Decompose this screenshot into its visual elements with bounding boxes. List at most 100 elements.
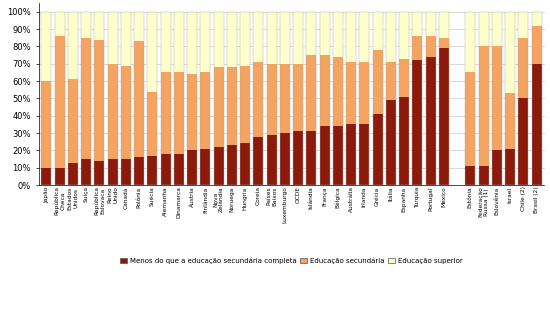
Bar xyxy=(214,67,224,147)
Bar xyxy=(240,12,250,185)
Bar xyxy=(41,168,51,185)
Bar xyxy=(214,12,224,185)
Bar xyxy=(359,12,369,185)
Bar xyxy=(187,12,197,74)
Bar xyxy=(68,162,78,185)
Bar xyxy=(68,12,78,185)
Bar xyxy=(200,149,210,185)
Bar xyxy=(532,12,542,185)
Bar xyxy=(386,12,396,62)
Bar xyxy=(373,50,383,114)
Bar xyxy=(505,12,515,185)
Bar xyxy=(505,149,515,185)
Bar xyxy=(412,60,422,185)
Bar xyxy=(121,12,131,65)
Bar xyxy=(121,12,131,185)
Bar xyxy=(320,12,329,185)
Bar xyxy=(532,12,542,26)
Bar xyxy=(293,12,303,185)
Bar xyxy=(465,12,475,72)
Bar xyxy=(359,124,369,185)
Bar xyxy=(134,41,144,157)
Bar xyxy=(161,12,170,185)
Bar xyxy=(161,154,170,185)
Bar xyxy=(399,97,409,185)
Bar xyxy=(478,47,488,166)
Bar xyxy=(240,12,250,65)
Bar xyxy=(465,12,475,185)
Bar xyxy=(254,12,263,62)
Bar xyxy=(293,64,303,131)
Bar xyxy=(81,12,91,38)
Bar xyxy=(267,64,277,135)
Bar xyxy=(254,62,263,137)
Bar xyxy=(386,62,396,100)
Bar xyxy=(478,12,488,185)
Bar xyxy=(492,12,502,185)
Bar xyxy=(227,67,237,145)
Bar xyxy=(81,38,91,159)
Bar xyxy=(187,12,197,185)
Bar xyxy=(240,144,250,185)
Bar xyxy=(492,12,502,47)
Bar xyxy=(214,147,224,185)
Bar xyxy=(55,12,65,185)
Bar xyxy=(174,12,184,185)
Bar xyxy=(81,12,91,185)
Bar xyxy=(426,12,436,185)
Bar xyxy=(320,126,329,185)
Bar xyxy=(240,65,250,144)
Bar xyxy=(518,99,528,185)
Bar xyxy=(293,12,303,64)
Bar xyxy=(214,12,224,67)
Bar xyxy=(161,72,170,154)
Bar xyxy=(465,166,475,185)
Bar xyxy=(68,79,78,162)
Bar xyxy=(492,47,502,150)
Bar xyxy=(426,36,436,57)
Bar xyxy=(280,12,290,64)
Bar xyxy=(412,12,422,36)
Bar xyxy=(41,12,51,185)
Bar xyxy=(373,12,383,50)
Bar xyxy=(532,26,542,64)
Bar xyxy=(121,159,131,185)
Bar xyxy=(505,93,515,149)
Bar xyxy=(108,159,118,185)
Bar xyxy=(174,154,184,185)
Bar xyxy=(439,12,449,38)
Bar xyxy=(293,131,303,185)
Bar xyxy=(333,57,343,126)
Bar xyxy=(55,36,65,168)
Bar xyxy=(346,12,356,185)
Bar xyxy=(280,64,290,133)
Bar xyxy=(478,12,488,47)
Bar xyxy=(306,131,316,185)
Bar xyxy=(280,133,290,185)
Bar xyxy=(200,12,210,185)
Bar xyxy=(306,55,316,131)
Bar xyxy=(439,48,449,185)
Bar xyxy=(412,12,422,185)
Bar xyxy=(81,159,91,185)
Bar xyxy=(333,12,343,185)
Bar xyxy=(439,38,449,48)
Bar xyxy=(426,12,436,36)
Bar xyxy=(55,168,65,185)
Bar xyxy=(306,12,316,55)
Bar xyxy=(200,72,210,149)
Bar xyxy=(95,161,104,185)
Bar xyxy=(320,55,329,126)
Bar xyxy=(134,12,144,41)
Bar xyxy=(399,12,409,185)
Bar xyxy=(346,124,356,185)
Bar xyxy=(108,64,118,159)
Bar xyxy=(399,59,409,97)
Bar xyxy=(373,12,383,185)
Bar xyxy=(505,12,515,93)
Bar xyxy=(121,65,131,159)
Bar xyxy=(147,12,157,92)
Bar xyxy=(346,62,356,124)
Bar xyxy=(373,114,383,185)
Bar xyxy=(280,12,290,185)
